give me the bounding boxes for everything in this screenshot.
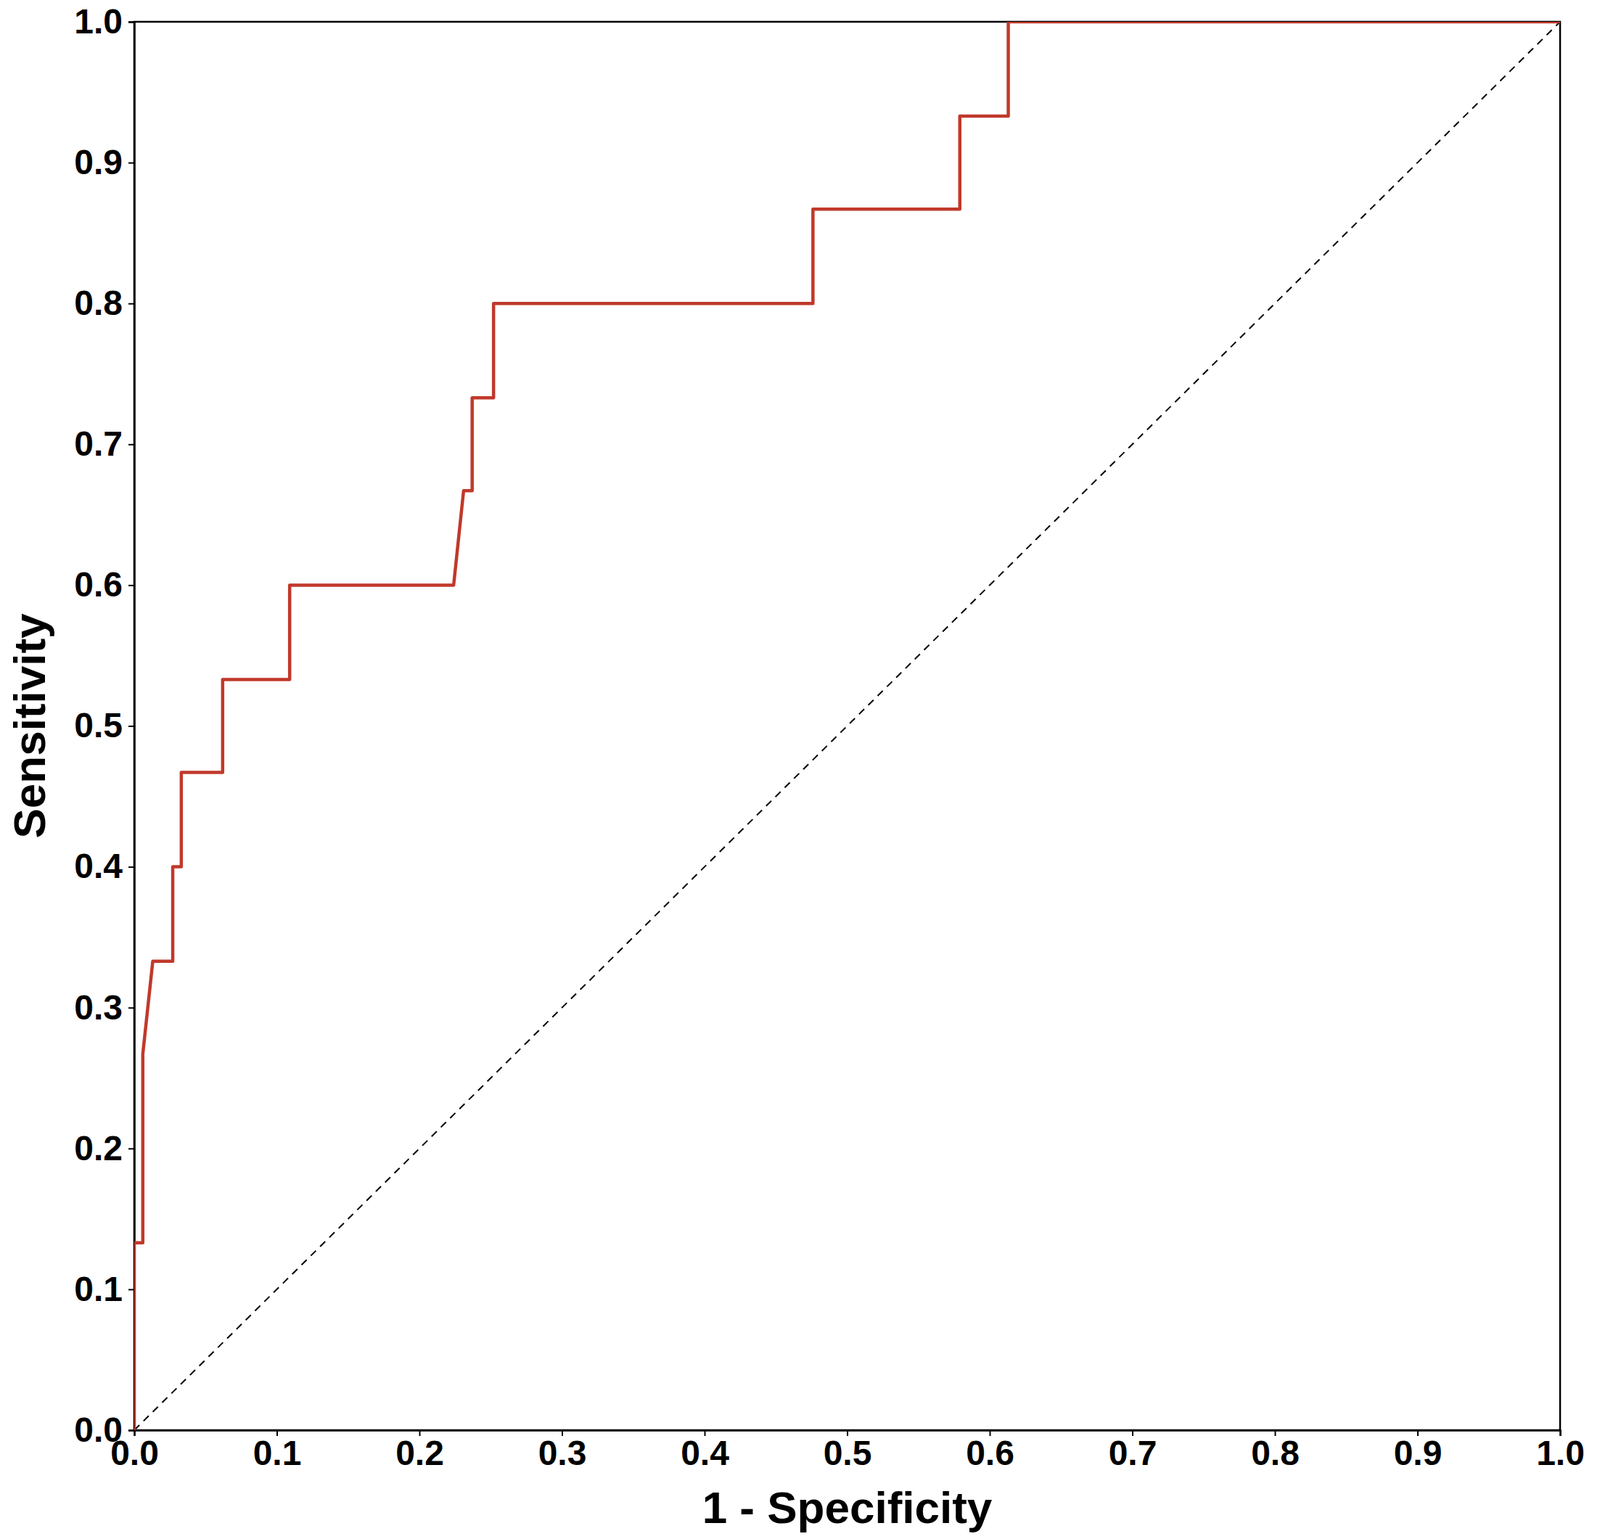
tick-label: 0.7 <box>74 424 123 463</box>
tick-label: 0.7 <box>1108 1433 1158 1473</box>
tick-label: 0.8 <box>74 283 123 323</box>
tick-label: 0.4 <box>680 1433 730 1473</box>
reference-line <box>134 21 1561 1431</box>
y-axis: 0.0 0.1 0.2 0.3 0.4 0.5 0.6 0.7 0.8 0.9 1.0 <box>74 2 135 1450</box>
tick-label: 0.1 <box>74 1269 123 1309</box>
tick: 0.5 <box>74 706 135 745</box>
tick: 0.3 <box>74 988 135 1027</box>
tick-label: 0.0 <box>74 1410 123 1450</box>
tick-label: 0.6 <box>74 565 123 604</box>
tick-mark <box>128 866 135 868</box>
tick: 0.0 <box>74 1410 135 1450</box>
tick-mark <box>128 1007 135 1009</box>
x-axis-title: 1 - Specificity <box>702 1482 993 1533</box>
tick: 0.4 <box>680 1430 730 1473</box>
tick: 0.1 <box>74 1269 135 1309</box>
tick-label: 0.6 <box>965 1433 1015 1473</box>
tick-mark <box>128 1430 135 1432</box>
tick: 0.6 <box>74 565 135 604</box>
tick-mark <box>128 1288 135 1291</box>
tick-mark <box>128 584 135 587</box>
tick-mark <box>128 444 135 446</box>
tick: 0.7 <box>1108 1430 1158 1473</box>
tick-mark <box>128 725 135 728</box>
tick-label: 0.9 <box>74 142 123 182</box>
tick-mark <box>128 162 135 164</box>
tick-label: 0.8 <box>1250 1433 1300 1473</box>
plot-frame <box>134 21 1561 1431</box>
tick: 0.1 <box>253 1430 302 1473</box>
tick: 0.7 <box>74 424 135 463</box>
tick: 1.0 <box>1536 1430 1585 1473</box>
tick-label: 1.0 <box>74 2 123 41</box>
x-axis: 0.00.10.20.30.40.50.60.70.80.91.0 <box>110 1430 1585 1473</box>
tick-label: 0.1 <box>253 1433 302 1473</box>
chart: 0.00.10.20.30.40.50.60.70.80.91.00.00.10… <box>0 0 1600 1539</box>
roc-curve <box>134 21 1561 1431</box>
y-axis-title: Sensitivity <box>4 613 55 839</box>
tick-label: 0.5 <box>823 1433 873 1473</box>
tick-label: 0.9 <box>1393 1433 1443 1473</box>
tick: 0.5 <box>823 1430 873 1473</box>
tick-mark <box>128 1147 135 1150</box>
tick-mark <box>128 303 135 305</box>
plot: 0.00.10.20.30.40.50.60.70.80.91.00.00.10… <box>74 2 1585 1473</box>
tick: 0.9 <box>74 142 135 182</box>
tick: 0.9 <box>1393 1430 1443 1473</box>
tick: 0.2 <box>74 1129 135 1168</box>
tick: 0.8 <box>74 283 135 323</box>
tick-label: 0.4 <box>74 846 123 886</box>
tick-label: 1.0 <box>1536 1433 1585 1473</box>
tick: 0.8 <box>1250 1430 1300 1473</box>
tick-label: 0.5 <box>74 706 123 745</box>
tick: 1.0 <box>74 2 135 41</box>
axis-line <box>128 22 135 1431</box>
tick-mark <box>128 21 135 24</box>
tick: 0.4 <box>74 846 135 886</box>
tick-label: 0.2 <box>395 1433 445 1473</box>
tick: 0.6 <box>965 1430 1015 1473</box>
tick: 0.2 <box>395 1430 445 1473</box>
series-group <box>134 21 1561 1431</box>
tick: 0.3 <box>538 1430 588 1473</box>
tick-label: 0.3 <box>74 988 123 1027</box>
tick-label: 0.2 <box>74 1129 123 1168</box>
tick-label: 0.3 <box>538 1433 588 1473</box>
